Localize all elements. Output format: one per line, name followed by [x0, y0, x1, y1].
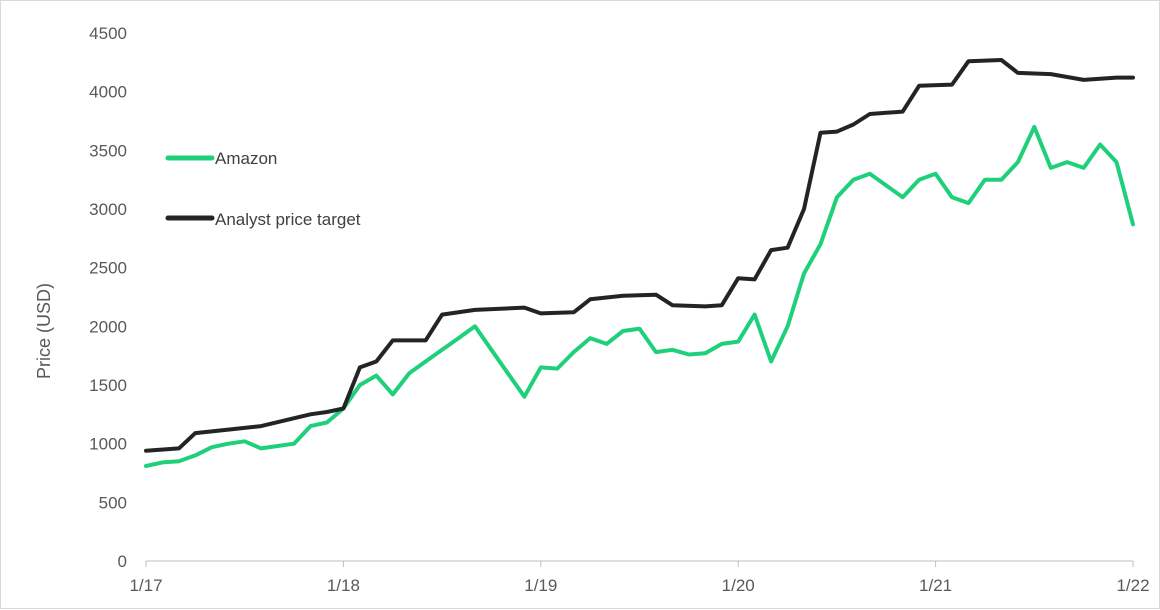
y-tick-label: 4000 — [89, 83, 127, 102]
y-tick-label: 0 — [118, 552, 127, 571]
y-tick-label: 500 — [99, 493, 127, 512]
y-tick-label: 1500 — [89, 376, 127, 395]
x-tick-label: 1/19 — [524, 576, 557, 595]
x-tick-label: 1/17 — [129, 576, 162, 595]
y-tick-label: 4500 — [89, 24, 127, 43]
y-tick-label: 1000 — [89, 435, 127, 454]
x-tick-label: 1/22 — [1116, 576, 1149, 595]
legend: Amazon Analyst price target — [165, 149, 361, 229]
y-tick-label: 2500 — [89, 259, 127, 278]
y-tick-label: 2000 — [89, 317, 127, 336]
y-tick-label: 3500 — [89, 141, 127, 160]
x-tick-label: 1/20 — [722, 576, 755, 595]
y-axis-title: Price (USD) — [34, 283, 54, 379]
legend-label-analyst-target: Analyst price target — [215, 210, 361, 229]
y-axis-ticks: 0 500 1000 1500 2000 2500 3000 3500 4000 4500 — [89, 24, 127, 571]
x-axis: 1/17 1/18 1/19 1/20 1/21 1/22 — [129, 560, 1150, 595]
x-tick-label: 1/21 — [919, 576, 952, 595]
y-tick-label: 3000 — [89, 200, 127, 219]
x-tick-label: 1/18 — [327, 576, 360, 595]
legend-label-amazon: Amazon — [215, 149, 277, 168]
series-lines — [144, 58, 1135, 468]
series-line-amazon — [144, 124, 1135, 468]
series-line-analyst-target — [144, 58, 1135, 453]
